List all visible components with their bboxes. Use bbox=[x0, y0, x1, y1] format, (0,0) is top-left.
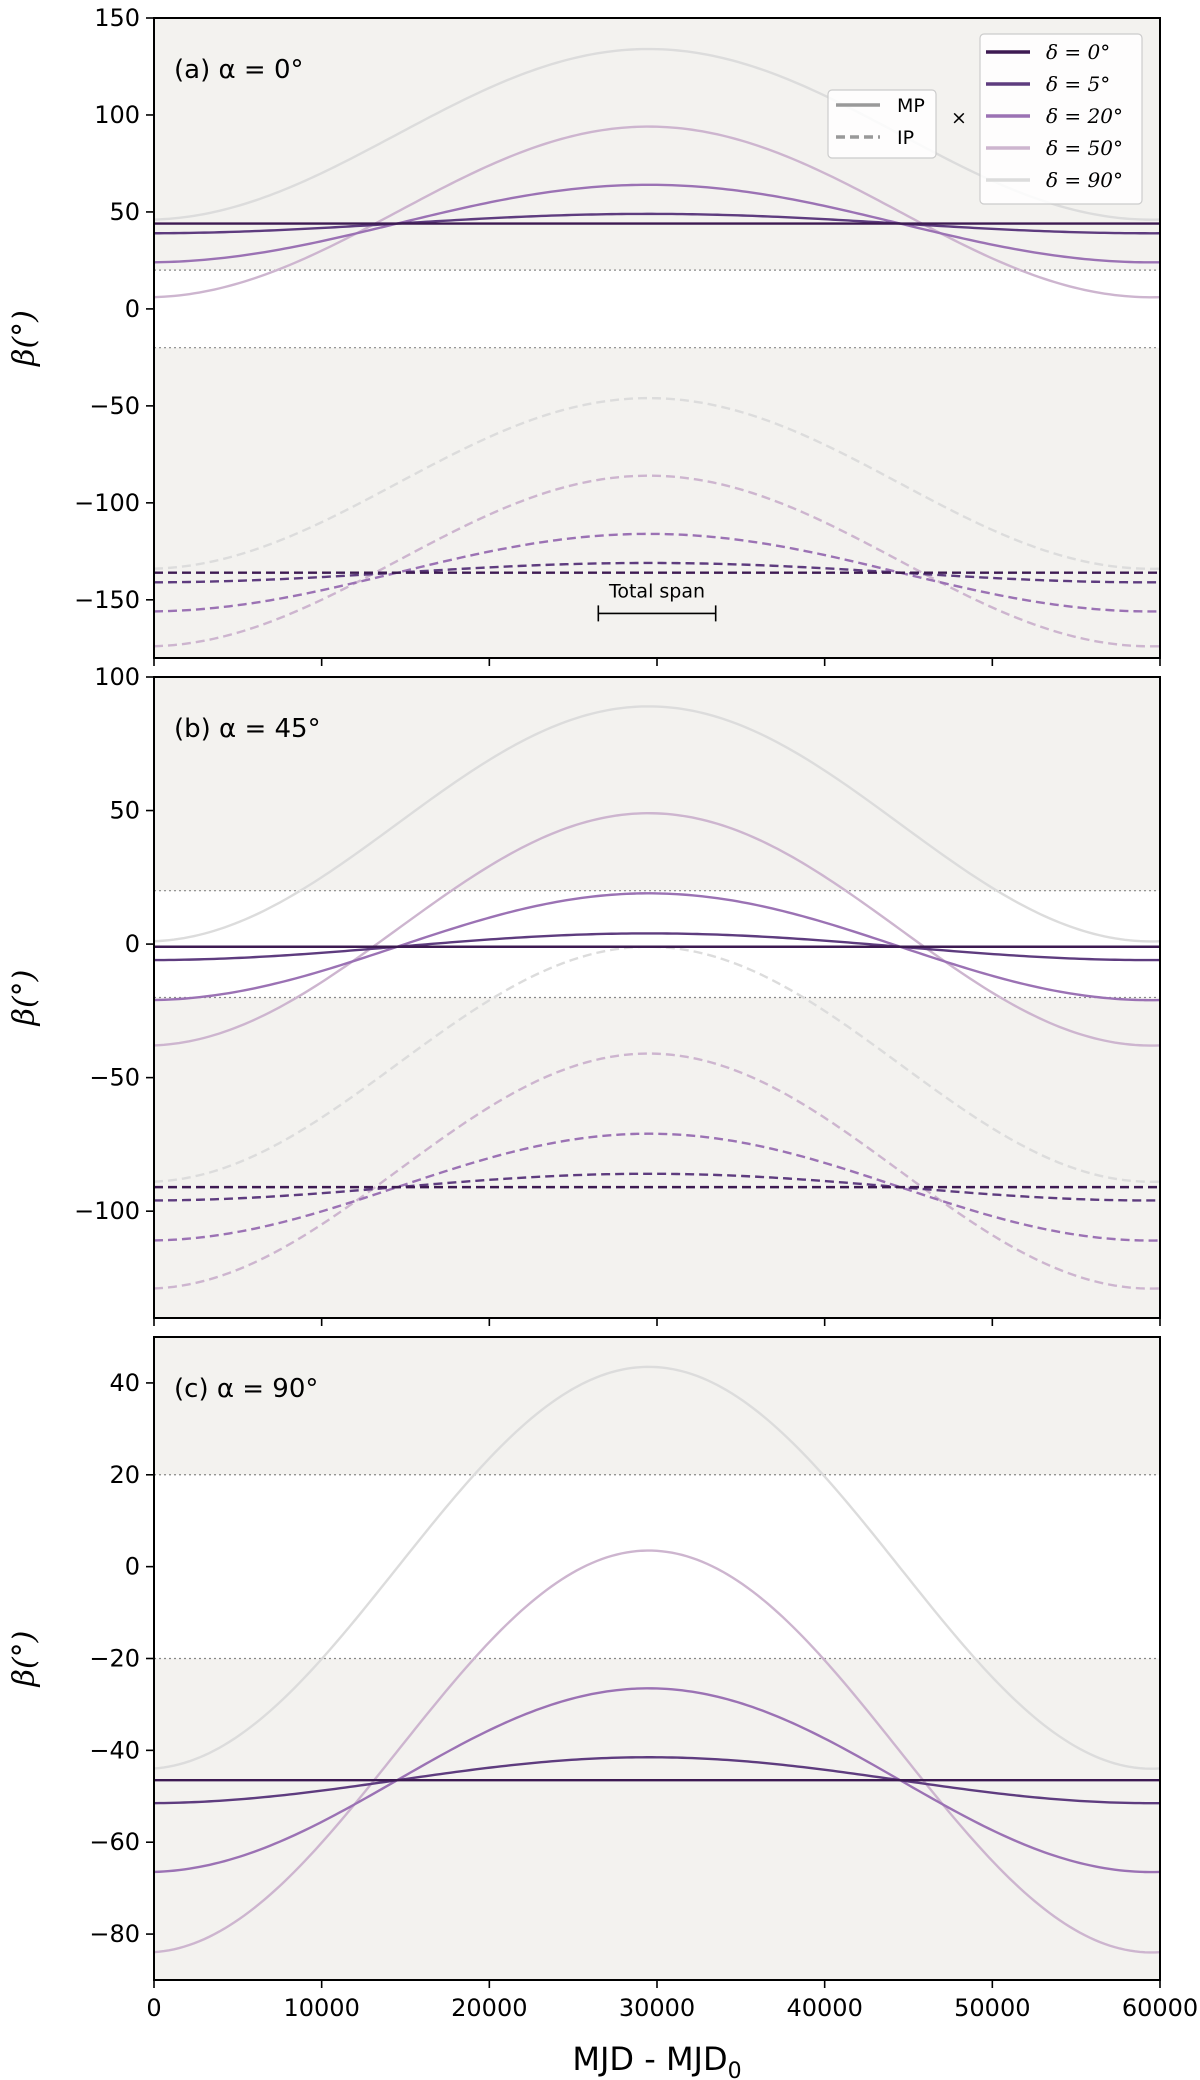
series-group bbox=[154, 705, 1160, 1290]
series-line-ip-20- bbox=[154, 1132, 1160, 1242]
y-tick-label: −150 bbox=[74, 586, 140, 614]
x-tick-label: 0 bbox=[146, 1994, 161, 2022]
y-tick-label: −80 bbox=[89, 1920, 140, 1948]
total-span-label: Total span bbox=[608, 580, 705, 602]
y-tick-label: 0 bbox=[125, 295, 140, 323]
total-span-annotation: Total span bbox=[597, 580, 717, 622]
series-line-mp-20- bbox=[154, 183, 1160, 264]
y-tick-label: 150 bbox=[94, 4, 140, 32]
series-line-mp-90- bbox=[154, 705, 1160, 943]
x-axis-label-main: MJD - MJD bbox=[572, 2040, 727, 2078]
x-tick-label: 50000 bbox=[954, 1994, 1030, 2022]
y-tick-label: −50 bbox=[89, 1064, 140, 1092]
series-line-ip-50- bbox=[154, 474, 1160, 648]
x-axis-label: MJD - MJD0 bbox=[572, 2040, 741, 2080]
y-tick-label: 50 bbox=[109, 797, 140, 825]
legend-delta-label: δ = 90° bbox=[1046, 168, 1123, 192]
series-line-mp-5- bbox=[154, 212, 1160, 235]
band-region bbox=[154, 890, 1160, 998]
legend-delta-label: δ = 50° bbox=[1046, 136, 1123, 160]
y-axis-label: β(°) bbox=[7, 970, 42, 1027]
panel-label: (c) α = 90° bbox=[174, 1374, 318, 1404]
y-tick-label: 40 bbox=[109, 1369, 140, 1397]
y-tick-label: 100 bbox=[94, 101, 140, 129]
y-tick-label: 20 bbox=[109, 1461, 140, 1489]
legend-delta-label: δ = 5° bbox=[1046, 72, 1110, 96]
series-group bbox=[154, 1365, 1160, 1954]
y-tick-label: −50 bbox=[89, 392, 140, 420]
y-axis-label: β(°) bbox=[7, 310, 42, 367]
x-tick-label: 60000 bbox=[1122, 1994, 1198, 2022]
legend-delta-label: δ = 0° bbox=[1046, 40, 1110, 64]
panel-b: 100 50 0 −50 −100 β(°) (b) α = 45° bbox=[7, 663, 1161, 1326]
series-line-mp-50- bbox=[154, 125, 1160, 299]
y-tick-label: 100 bbox=[94, 663, 140, 691]
legend-style: MP IP × bbox=[827, 89, 967, 159]
y-tick-label: −100 bbox=[74, 1197, 140, 1225]
series-line-mp-50- bbox=[154, 812, 1160, 1047]
legend-style-box bbox=[827, 89, 937, 159]
series-line-mp-20- bbox=[154, 1687, 1160, 1874]
y-tick-label: −60 bbox=[89, 1828, 140, 1856]
x-tick-label: 30000 bbox=[619, 1994, 695, 2022]
x-axis-label-subscript: 0 bbox=[728, 2059, 742, 2080]
legend-delta: δ = 0° δ = 5° δ = 20° δ = 50° δ = 90° bbox=[979, 33, 1143, 205]
y-axis-label: β(°) bbox=[7, 1631, 42, 1688]
y-tick-label: −40 bbox=[89, 1736, 140, 1764]
series-line-ip-20- bbox=[154, 532, 1160, 613]
legend-times-symbol: × bbox=[951, 107, 967, 129]
series-line-mp-20- bbox=[154, 892, 1160, 1002]
x-tick-label: 10000 bbox=[283, 1994, 359, 2022]
series-group bbox=[154, 47, 1160, 648]
panel-a: 150 100 50 0 −50 −100 −150 β(°) (a) α = 0° MP IP × δ… bbox=[7, 4, 1161, 666]
legend-style-label-mp: MP bbox=[897, 95, 925, 117]
series-line-mp-5- bbox=[154, 1756, 1160, 1805]
y-tick-label: 50 bbox=[109, 198, 140, 226]
band-region bbox=[154, 270, 1160, 348]
series-line-ip-90- bbox=[154, 396, 1160, 570]
series-line-mp-90- bbox=[154, 1365, 1160, 1770]
y-tick-label: −100 bbox=[74, 489, 140, 517]
y-tick-label: −20 bbox=[89, 1645, 140, 1673]
y-tick-label: 0 bbox=[125, 1553, 140, 1581]
panel-label: (a) α = 0° bbox=[174, 55, 303, 85]
series-line-ip-50- bbox=[154, 1052, 1160, 1290]
series-line-mp-5- bbox=[154, 932, 1160, 962]
series-line-mp-50- bbox=[154, 1549, 1160, 1954]
x-tick-label: 40000 bbox=[786, 1994, 862, 2022]
legend-delta-label: δ = 20° bbox=[1046, 104, 1123, 128]
y-tick-label: 0 bbox=[125, 930, 140, 958]
band-region bbox=[154, 1474, 1160, 1659]
panel-c: 40 20 0 −20 −40 −60 −80 0 10000 20000 30000 40000 50… bbox=[7, 1336, 1198, 2022]
legend-delta-box bbox=[979, 33, 1143, 205]
x-tick-label: 20000 bbox=[451, 1994, 527, 2022]
legend-style-label-ip: IP bbox=[897, 127, 914, 149]
panel-label: (b) α = 45° bbox=[174, 714, 321, 744]
